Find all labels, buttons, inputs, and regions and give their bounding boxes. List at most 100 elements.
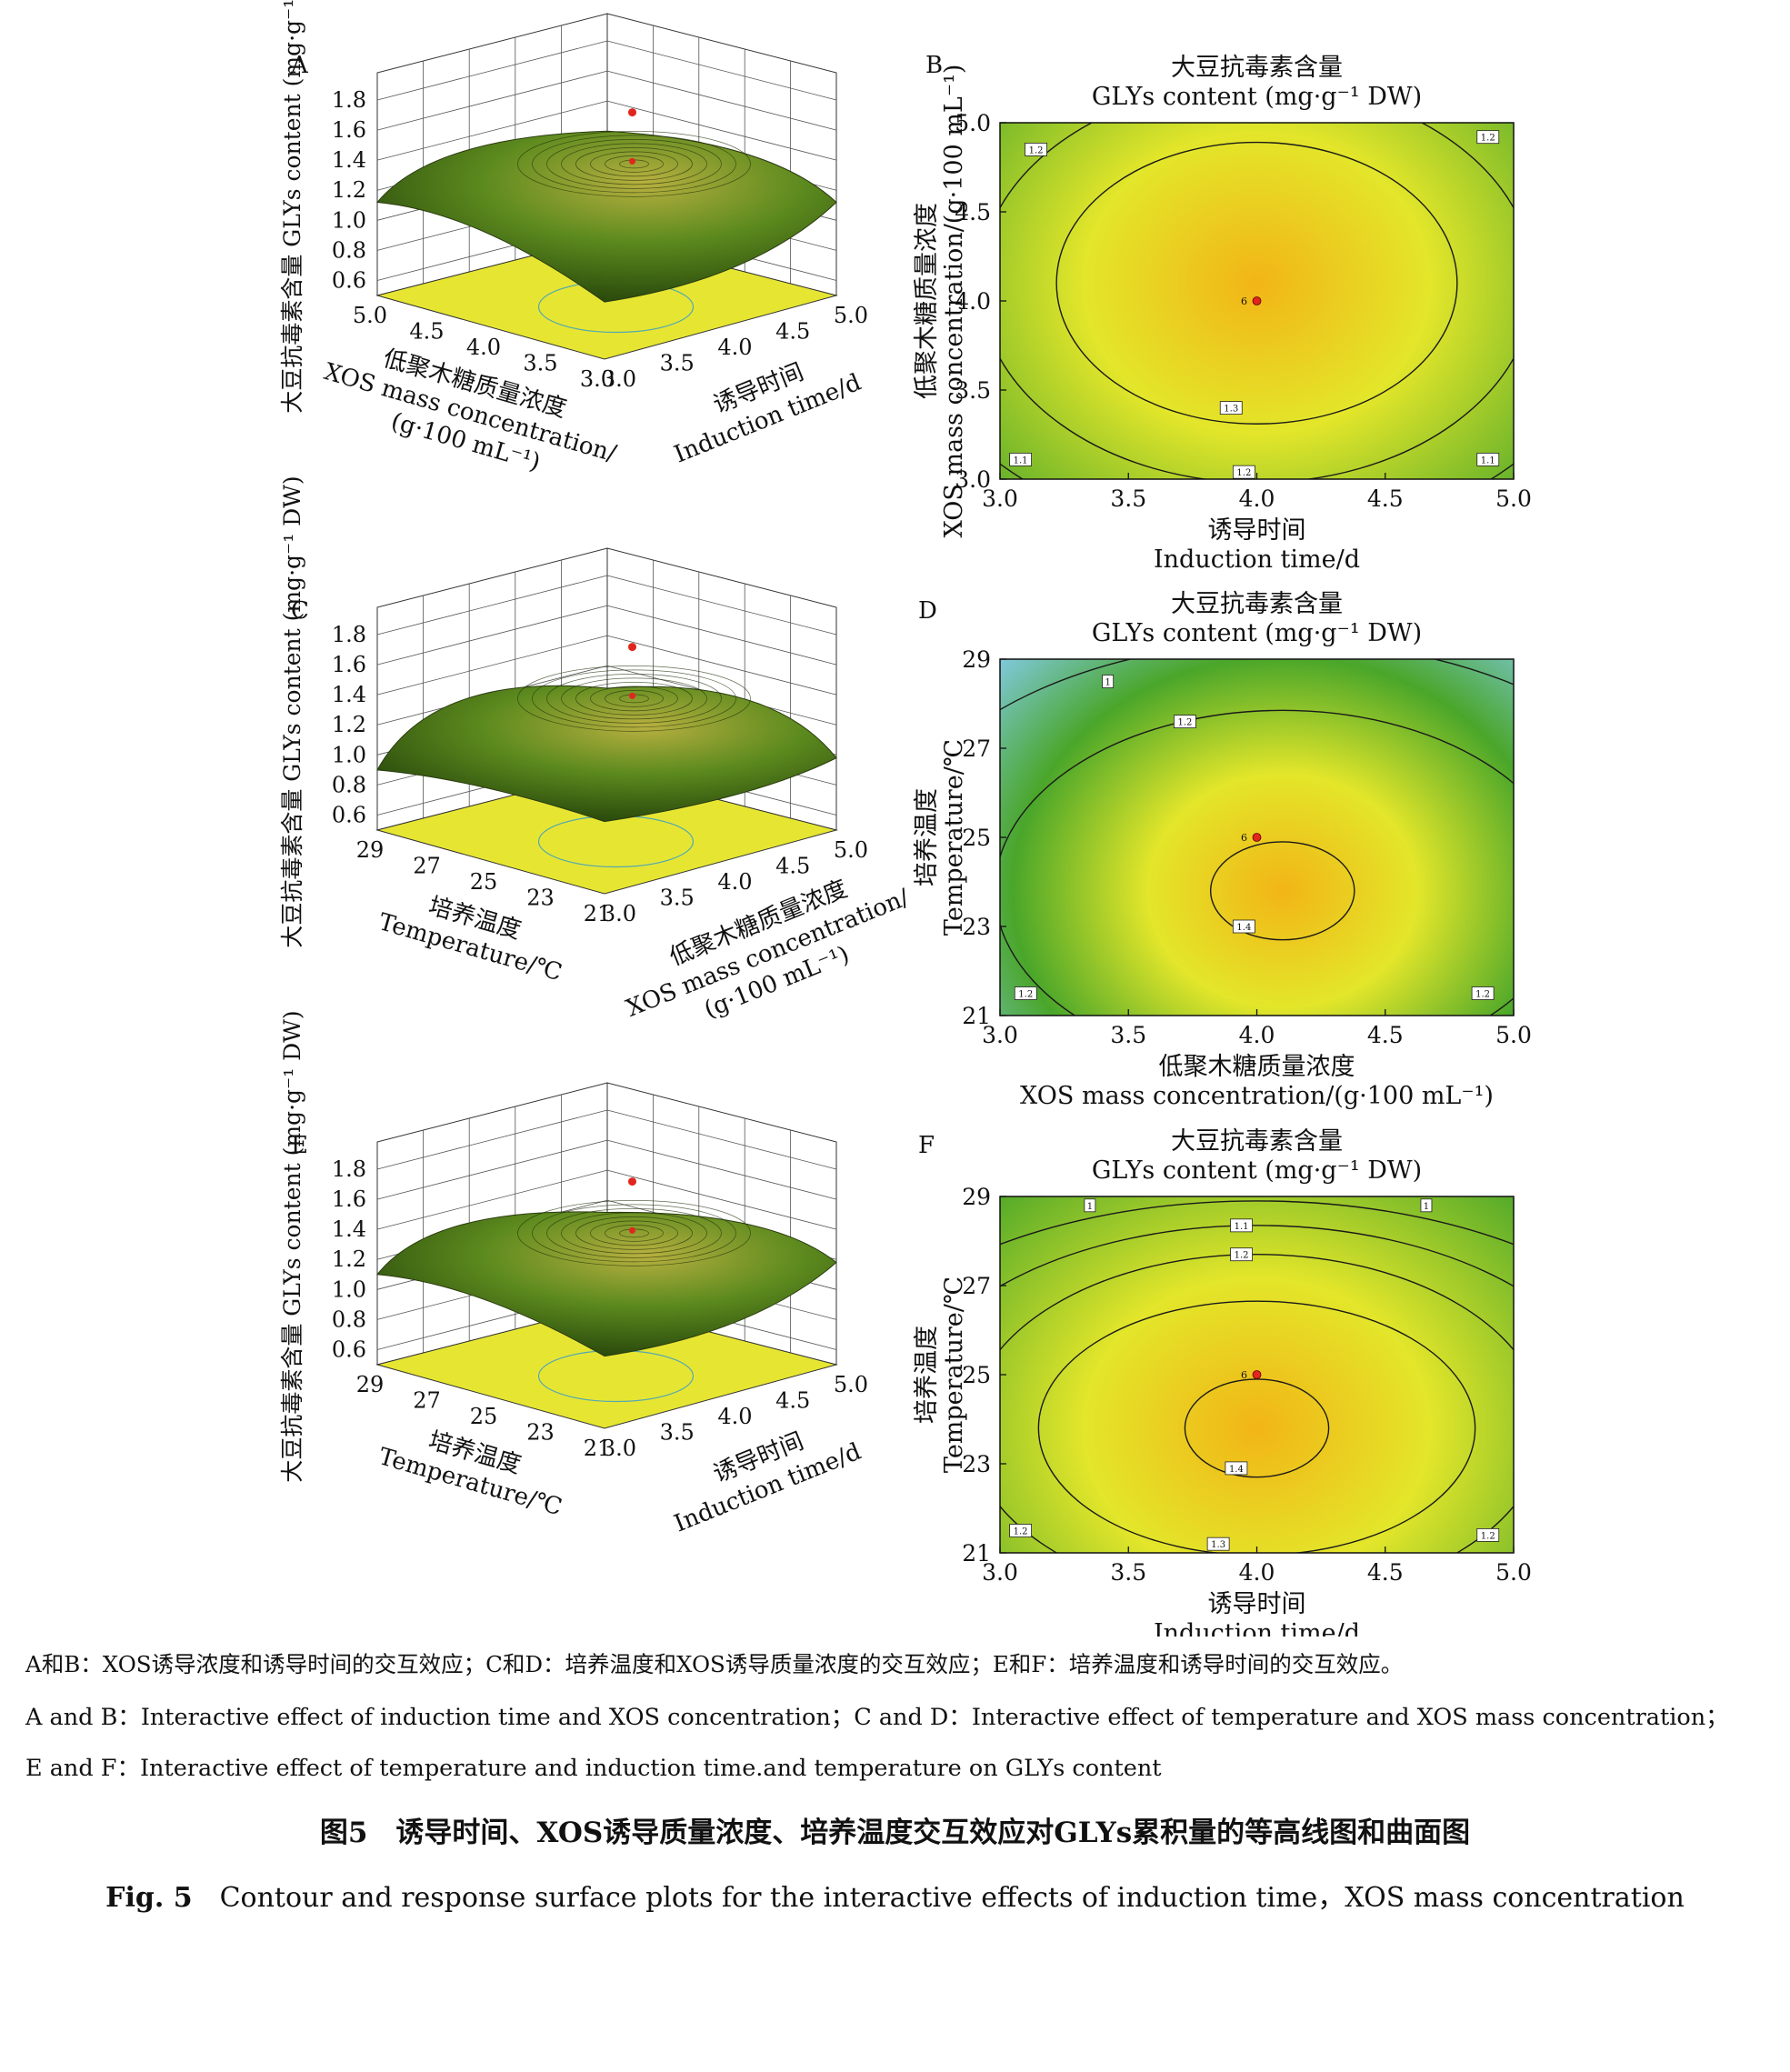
panel-label-A: A — [290, 52, 309, 79]
panel-label-E: E — [291, 1132, 308, 1159]
contour-label-box — [1084, 1198, 1096, 1213]
contour-title-en: GLYs content (mg·g⁻¹ DW) — [1092, 1156, 1422, 1185]
y-tick-label: 23 — [962, 914, 991, 940]
z-tick-label: 1.0 — [332, 742, 366, 767]
x-tick-label: 4.0 — [1239, 485, 1275, 512]
mesh-ring — [546, 138, 722, 189]
x-tick-label: 3.0 — [982, 1559, 1018, 1586]
left-axis-tick-label: 5.0 — [353, 303, 387, 328]
contour-label-box — [1206, 1536, 1230, 1551]
contour-label-box — [1009, 453, 1032, 466]
contour-lines: 1.4 1.3 1.2 1.2 1.2 1.1 1 1 — [1000, 1198, 1514, 1553]
mesh-ring — [605, 689, 664, 707]
figure-title-zh: 图5 诱导时间、XOS诱导质量浓度、培养温度交互效应对GLYs累积量的等高线图和… — [319, 1817, 1471, 1849]
contour-line — [1000, 1225, 1514, 1287]
right-axis-tick-label: 3.0 — [602, 1436, 636, 1461]
contour-line — [1000, 1200, 1514, 1246]
contour-label-box — [1219, 401, 1243, 415]
contour-label: 1.2 — [1177, 718, 1192, 728]
y-tick-label: 25 — [962, 825, 991, 851]
mesh-ring — [605, 1224, 664, 1242]
contour-label-box — [1471, 986, 1495, 1000]
z-tick-label: 1.2 — [332, 1246, 366, 1272]
y-tick-label: 21 — [962, 1003, 991, 1029]
contour-label: 1.1 — [1014, 455, 1028, 465]
panel-C: C 0.6 0.8 1.0 1.2 1.4 1.6 1.8 大豆抗毒素含量 GLYs conte… — [279, 475, 913, 1024]
left-axis-tick-label: 25 — [470, 869, 498, 895]
figure-5: A 0.6 0.8 1.0 1.2 1.4 1.6 1.8 大豆抗毒素含量 GLYs conte… — [279, 0, 1532, 1637]
contour-label: 1.2 — [1235, 1251, 1249, 1261]
contour-label-box — [1009, 1524, 1032, 1537]
left-axis-tick-label: 23 — [526, 1420, 555, 1446]
mesh-ring — [517, 1199, 751, 1266]
contour-label-box — [1174, 715, 1196, 728]
design-point — [1252, 833, 1262, 842]
contour-label: 1.2 — [1475, 990, 1490, 1000]
y-tick-label: 23 — [962, 1451, 991, 1477]
contour-title-zh: 大豆抗毒素含量 — [1171, 54, 1343, 82]
right-axis-tick-label: 4.5 — [775, 319, 810, 345]
grid-line — [606, 70, 837, 131]
x-tick-label: 5.0 — [1495, 1559, 1532, 1586]
contour-label: 1.2 — [1236, 468, 1251, 478]
contour-label-box — [1232, 919, 1255, 934]
contour-label: 1.2 — [1481, 1531, 1495, 1541]
mesh-ring — [575, 681, 693, 716]
y-tick-label: 4.5 — [955, 199, 991, 225]
design-point-surface — [629, 1226, 635, 1234]
contour-line — [1055, 141, 1458, 425]
left-axis-tick-label: 29 — [356, 837, 385, 863]
contour-label: 1.4 — [1229, 1465, 1244, 1475]
contour-label: 1 — [1087, 1202, 1093, 1212]
right-axis-tick-label: 4.0 — [717, 869, 752, 895]
x-tick-label: 3.0 — [982, 1022, 1018, 1048]
mesh-ring — [561, 143, 707, 185]
y-tick-label: 5.0 — [955, 110, 991, 136]
grid-line — [376, 1109, 608, 1170]
design-point — [628, 1177, 636, 1186]
z-tick-label: 1.4 — [332, 682, 366, 707]
z-tick-label: 0.6 — [332, 1336, 366, 1362]
grid-line — [606, 100, 837, 161]
grid-line — [376, 575, 608, 636]
contour-title-zh: 大豆抗毒素含量 — [1171, 590, 1343, 618]
panel-B: B 1.3 1.2 1.2 1.2 1.1 1.1 6 3.0 3.5 4.0 4.5 5.0 3.0 3.… — [913, 52, 1532, 574]
left-axis-tick-label: 4.0 — [466, 335, 501, 360]
x-tick-label: 4.5 — [1367, 485, 1404, 512]
z-tick-label: 1.0 — [332, 207, 366, 233]
grid-line — [606, 1139, 837, 1200]
design-point-surface — [629, 692, 635, 699]
x-label-zh: 低聚木糖质量浓度 — [1159, 1053, 1355, 1081]
mesh-ring — [590, 686, 678, 712]
x-label-zh: 诱导时间 — [1208, 1590, 1306, 1618]
figure-title-en: Fig. 5 Contour and response surface plots… — [0, 1875, 1790, 1915]
right-axis-tick-label: 4.5 — [775, 1388, 810, 1414]
mesh-ring — [575, 1216, 693, 1250]
grid-line — [606, 40, 837, 101]
right-axis-tick-label: 4.0 — [717, 1404, 752, 1429]
right-axis-tick-label: 4.0 — [717, 335, 752, 360]
right-axis-tick-label: 3.5 — [660, 886, 695, 911]
contour-label-box — [1230, 1218, 1253, 1233]
contour-label-box — [1476, 130, 1500, 145]
figure-title-en-text: Contour and response surface plots for t… — [219, 1882, 1685, 1914]
contour-lines: 1.4 1.2 1.2 1.2 1 — [1000, 659, 1514, 1016]
grid-line — [376, 1169, 608, 1230]
z-tick-label: 1.0 — [332, 1276, 366, 1302]
y-tick-label: 27 — [962, 1273, 991, 1299]
design-point-label: 6 — [1241, 1369, 1247, 1381]
right-axis-tick-label: 3.0 — [602, 366, 636, 392]
caption-en-line1: A and B：Interactive effect of induction … — [25, 1704, 1729, 1731]
contour-label: 1.3 — [1224, 405, 1238, 415]
contour-title-en: GLYs content (mg·g⁻¹ DW) — [1092, 619, 1422, 647]
grid-line — [606, 575, 837, 636]
contour-title-en: GLYs content (mg·g⁻¹ DW) — [1092, 83, 1422, 111]
z-axis-label: 大豆抗毒素含量 GLYs content (mg·g⁻¹ DW) — [279, 0, 305, 414]
mesh-ring — [561, 1212, 707, 1255]
mesh-ring — [605, 155, 664, 173]
y-tick-label: 29 — [962, 1184, 991, 1210]
left-axis-tick-label: 29 — [356, 1372, 385, 1397]
mesh-ring — [590, 151, 678, 177]
design-point — [628, 108, 636, 117]
z-tick-label: 1.2 — [332, 177, 366, 203]
